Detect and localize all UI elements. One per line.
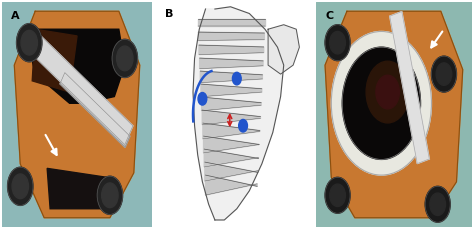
Polygon shape bbox=[325, 11, 463, 218]
Circle shape bbox=[376, 75, 400, 109]
Circle shape bbox=[430, 193, 446, 215]
Circle shape bbox=[97, 176, 123, 214]
Polygon shape bbox=[201, 97, 261, 111]
Polygon shape bbox=[60, 73, 130, 147]
Circle shape bbox=[342, 47, 420, 159]
Circle shape bbox=[239, 120, 247, 132]
Circle shape bbox=[8, 167, 33, 205]
Polygon shape bbox=[14, 11, 140, 218]
Polygon shape bbox=[203, 123, 260, 139]
Polygon shape bbox=[47, 168, 107, 209]
Polygon shape bbox=[29, 29, 125, 103]
Polygon shape bbox=[32, 29, 77, 92]
Circle shape bbox=[425, 186, 450, 222]
Circle shape bbox=[330, 184, 346, 207]
Polygon shape bbox=[27, 30, 133, 145]
Polygon shape bbox=[201, 71, 262, 83]
Polygon shape bbox=[206, 175, 257, 195]
Circle shape bbox=[21, 30, 37, 55]
Circle shape bbox=[12, 174, 28, 199]
Circle shape bbox=[17, 24, 42, 62]
Circle shape bbox=[112, 39, 137, 77]
Polygon shape bbox=[199, 45, 264, 55]
Polygon shape bbox=[205, 162, 258, 181]
Polygon shape bbox=[204, 149, 258, 167]
Circle shape bbox=[436, 63, 452, 85]
Polygon shape bbox=[268, 25, 300, 74]
Circle shape bbox=[431, 56, 456, 92]
Polygon shape bbox=[202, 110, 260, 125]
Circle shape bbox=[330, 31, 346, 54]
Polygon shape bbox=[193, 7, 284, 220]
Circle shape bbox=[325, 25, 350, 61]
Polygon shape bbox=[390, 11, 429, 164]
Circle shape bbox=[331, 31, 431, 175]
Circle shape bbox=[325, 177, 350, 213]
Text: B: B bbox=[165, 9, 173, 19]
Polygon shape bbox=[198, 19, 265, 26]
Polygon shape bbox=[200, 58, 263, 68]
Circle shape bbox=[198, 93, 207, 105]
Text: C: C bbox=[325, 11, 333, 21]
Polygon shape bbox=[203, 136, 259, 153]
Circle shape bbox=[117, 46, 133, 71]
Polygon shape bbox=[201, 84, 262, 97]
Circle shape bbox=[101, 183, 118, 208]
Circle shape bbox=[232, 72, 241, 85]
Circle shape bbox=[366, 61, 409, 123]
Polygon shape bbox=[198, 32, 264, 41]
Text: A: A bbox=[11, 11, 20, 21]
